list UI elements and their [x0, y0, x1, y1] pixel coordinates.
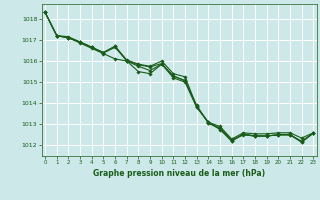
X-axis label: Graphe pression niveau de la mer (hPa): Graphe pression niveau de la mer (hPa) [93, 169, 265, 178]
